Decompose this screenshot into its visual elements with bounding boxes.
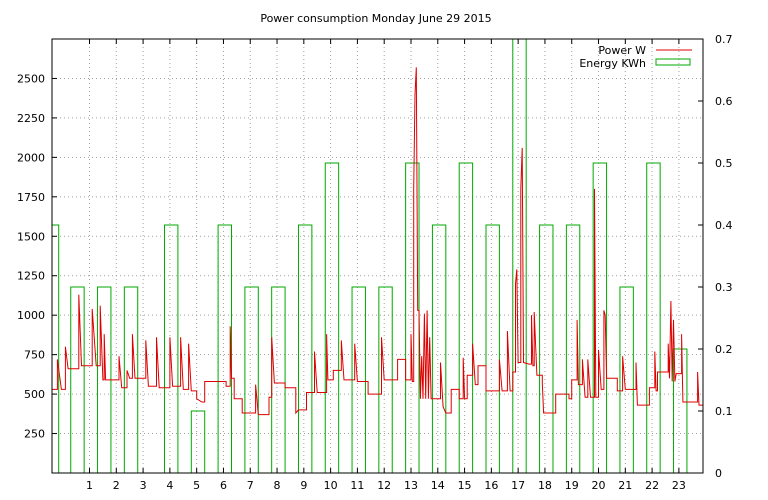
legend-energy-swatch — [655, 58, 691, 66]
y-axis-right: 0 0.1 0.2 0.3 0.4 0.5 0.6 0.7 — [698, 33, 733, 480]
y-right-tick-label: 0.3 — [715, 281, 733, 294]
x-tick-label: 11 — [350, 479, 364, 492]
x-tick-label: 1 — [86, 479, 93, 492]
x-tick-label: 12 — [377, 479, 391, 492]
energy-bar — [217, 224, 232, 473]
x-tick-label: 6 — [220, 479, 227, 492]
legend-energy-label: Energy KWh — [579, 57, 646, 70]
x-tick-label: 10 — [324, 479, 338, 492]
energy-bar — [619, 286, 634, 473]
y-left-tick-label: 250 — [24, 428, 45, 441]
y-right-tick-label: 0.4 — [715, 219, 733, 232]
x-tick-label: 17 — [511, 479, 525, 492]
energy-bar — [51, 224, 60, 473]
y-left-tick-label: 2500 — [17, 72, 45, 85]
x-tick-label: 2 — [113, 479, 120, 492]
x-tick-label: 22 — [645, 479, 659, 492]
y-right-tick-label: 0.6 — [715, 95, 733, 108]
x-tick-label: 21 — [618, 479, 632, 492]
y-axis-left: 250 500 750 1000 1250 1500 1750 2000 2250 2500 — [17, 72, 57, 441]
energy-series — [51, 38, 688, 473]
x-tick-label: 23 — [672, 479, 686, 492]
energy-bar — [244, 286, 259, 473]
y-right-tick-label: 0.7 — [715, 33, 733, 46]
y-left-tick-label: 1500 — [17, 230, 45, 243]
energy-bar — [565, 224, 581, 473]
energy-bar — [190, 410, 206, 473]
energy-bar — [271, 286, 286, 473]
x-tick-label: 16 — [484, 479, 498, 492]
x-tick-label: 5 — [193, 479, 200, 492]
chart-title: Power consumption Monday June 29 2015 — [260, 12, 491, 25]
x-tick-label: 13 — [404, 479, 418, 492]
energy-bar — [646, 162, 661, 473]
legend-power-label: Power W — [598, 44, 646, 57]
energy-bar — [123, 286, 139, 473]
x-tick-label: 18 — [538, 479, 552, 492]
x-tick-label: 8 — [274, 479, 281, 492]
power-line-path — [52, 67, 704, 416]
x-tick-label: 15 — [458, 479, 472, 492]
x-axis: 1 2 3 4 5 6 7 8 9 10 11 12 13 14 15 16 17 18 19 20 21 22 23 — [86, 39, 686, 492]
y-left-tick-label: 750 — [24, 349, 45, 362]
y-right-tick-label: 0.1 — [715, 405, 733, 418]
x-tick-label: 7 — [247, 479, 254, 492]
energy-bar — [458, 162, 474, 473]
x-tick-label: 4 — [166, 479, 173, 492]
energy-bar — [673, 348, 688, 473]
energy-bar — [297, 224, 313, 473]
y-left-tick-label: 1000 — [17, 309, 45, 322]
x-tick-label: 9 — [300, 479, 307, 492]
y-left-tick-label: 2000 — [17, 151, 45, 164]
plot-frame — [51, 38, 704, 474]
power-series — [52, 67, 704, 416]
y-right-tick-label: 0.5 — [715, 157, 733, 170]
grid-lines — [52, 39, 703, 473]
energy-bar — [485, 224, 500, 473]
energy-bar — [431, 224, 447, 473]
energy-bar — [539, 224, 554, 473]
y-left-tick-label: 2250 — [17, 112, 45, 125]
energy-bar — [592, 162, 608, 473]
x-tick-label: 3 — [140, 479, 147, 492]
energy-bar — [164, 224, 179, 473]
energy-bar — [70, 286, 85, 473]
y-left-tick-label: 1250 — [17, 270, 45, 283]
energy-bar — [324, 162, 340, 473]
x-tick-label: 14 — [431, 479, 445, 492]
x-tick-label: 20 — [592, 479, 606, 492]
x-tick-label: 19 — [565, 479, 579, 492]
y-right-tick-label: 0 — [715, 467, 722, 480]
legend: Power W Energy KWh — [579, 44, 692, 70]
y-left-tick-label: 1750 — [17, 191, 45, 204]
y-left-tick-label: 500 — [24, 388, 45, 401]
energy-bar — [512, 38, 527, 473]
y-right-tick-label: 0.2 — [715, 343, 733, 356]
